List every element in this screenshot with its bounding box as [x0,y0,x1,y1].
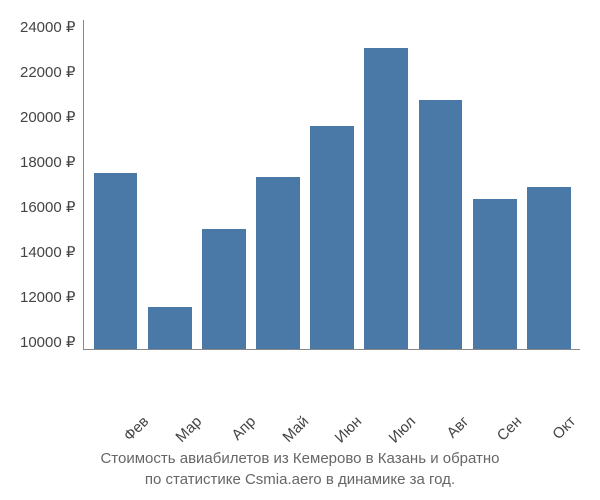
y-axis: 24000 ₽ 22000 ₽ 20000 ₽ 18000 ₽ 16000 ₽ … [20,20,83,350]
bar [473,199,517,349]
bar [527,187,571,349]
bar [310,126,354,349]
y-tick: 22000 ₽ [20,65,75,80]
y-tick: 14000 ₽ [20,245,75,260]
bar [256,177,300,349]
caption-line-2: по статистике Csmia.aero в динамике за г… [20,469,580,490]
chart-caption: Стоимость авиабилетов из Кемерово в Каза… [20,448,580,490]
bar [202,229,246,349]
bar [419,100,463,349]
x-axis: ФевМарАпрМайИюнИюлАвгСенОкт [20,391,580,408]
y-tick: 10000 ₽ [20,335,75,350]
plot-area [83,20,580,350]
y-tick: 16000 ₽ [20,200,75,215]
y-tick: 24000 ₽ [20,20,75,35]
bar [148,307,192,349]
y-tick: 12000 ₽ [20,290,75,305]
y-tick: 20000 ₽ [20,110,75,125]
y-tick: 18000 ₽ [20,155,75,170]
bar [364,48,408,349]
bars-container [84,20,580,349]
chart-area: 24000 ₽ 22000 ₽ 20000 ₽ 18000 ₽ 16000 ₽ … [20,20,580,385]
bar [94,173,138,349]
